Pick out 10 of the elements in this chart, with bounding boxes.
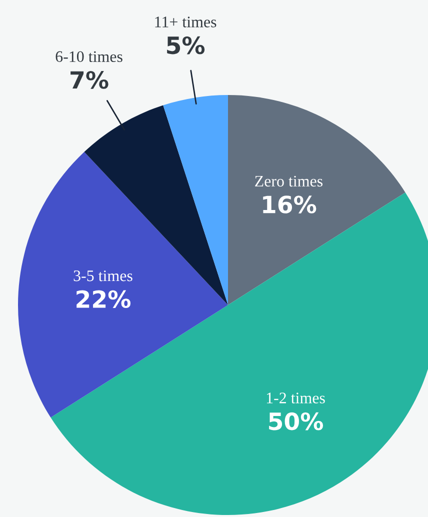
slice-label: Zero times bbox=[255, 176, 322, 187]
slice-label: 3-5 times bbox=[74, 270, 132, 282]
slice-label: 6-10 times bbox=[56, 51, 122, 62]
data-label: 22% bbox=[76, 290, 130, 308]
data-label: 7% bbox=[70, 71, 108, 89]
slice-label: 11+ times bbox=[155, 16, 216, 28]
data-label: 5% bbox=[167, 36, 205, 54]
data-label: 16% bbox=[263, 196, 316, 214]
data-label: 50% bbox=[269, 412, 324, 430]
slice-label: 1-2 times bbox=[266, 392, 325, 404]
